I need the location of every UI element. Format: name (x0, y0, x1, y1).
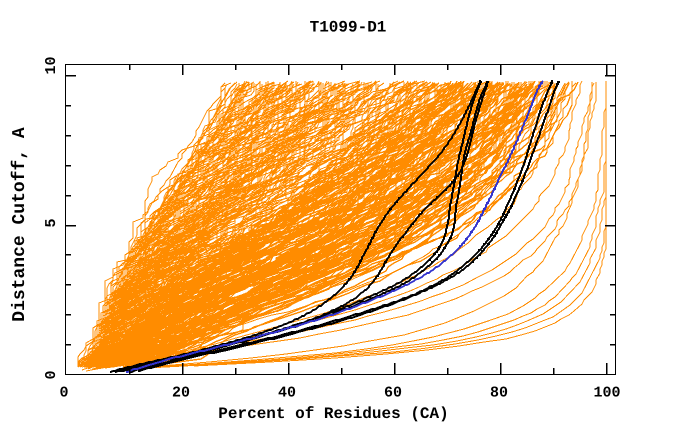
svg-text:100: 100 (593, 385, 620, 402)
svg-text:0: 0 (59, 385, 68, 402)
svg-text:20: 20 (172, 385, 190, 402)
svg-text:Distance Cutoff, A: Distance Cutoff, A (10, 127, 30, 322)
svg-text:80: 80 (490, 385, 508, 402)
svg-text:60: 60 (384, 385, 402, 402)
svg-text:0: 0 (43, 370, 60, 379)
svg-text:5: 5 (43, 218, 60, 227)
svg-text:10: 10 (43, 56, 60, 74)
svg-text:T1099-D1: T1099-D1 (310, 19, 387, 37)
svg-text:40: 40 (278, 385, 296, 402)
svg-text:Percent of Residues (CA): Percent of Residues (CA) (218, 405, 448, 423)
